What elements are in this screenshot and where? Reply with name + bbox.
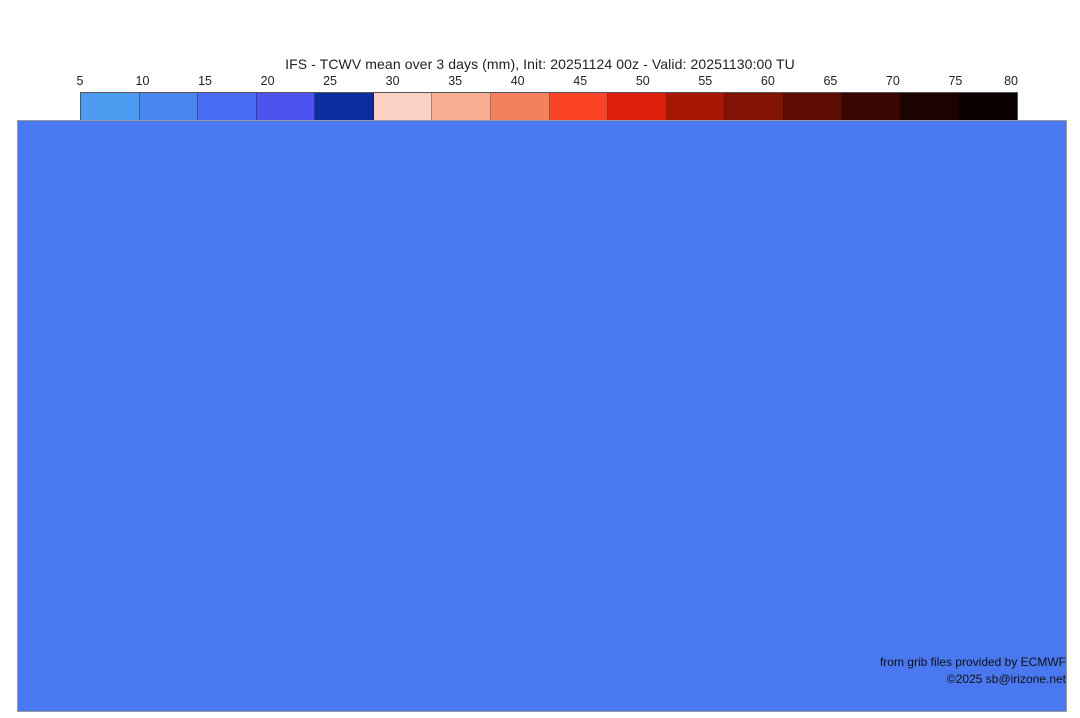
tick-label: 70 bbox=[886, 74, 900, 88]
map-layers bbox=[18, 121, 1066, 711]
weather-map-page: IFS - TCWV mean over 3 days (mm), Init: … bbox=[0, 0, 1080, 718]
tick-label: 20 bbox=[261, 74, 275, 88]
tick-label: 75 bbox=[948, 74, 962, 88]
tick-label: 15 bbox=[198, 74, 212, 88]
tick-label: 10 bbox=[136, 74, 150, 88]
tick-label: 30 bbox=[386, 74, 400, 88]
ocean-base-fill bbox=[18, 121, 1066, 711]
tick-label: 25 bbox=[323, 74, 337, 88]
tick-label: 5 bbox=[77, 74, 84, 88]
tick-label: 60 bbox=[761, 74, 775, 88]
attribution-line-1: from grib files provided by ECMWF bbox=[880, 654, 1066, 671]
tick-label: 65 bbox=[823, 74, 837, 88]
tick-label: 80 bbox=[1004, 74, 1018, 88]
map-plot-area[interactable] bbox=[17, 120, 1067, 712]
colorbar-ticks: 5 10 15 20 25 30 35 40 45 50 55 60 65 70… bbox=[80, 74, 1018, 90]
chart-title: IFS - TCWV mean over 3 days (mm), Init: … bbox=[0, 56, 1080, 72]
tick-label: 35 bbox=[448, 74, 462, 88]
attribution-line-2: ©2025 sb@irizone.net bbox=[880, 671, 1066, 688]
tick-label: 50 bbox=[636, 74, 650, 88]
attribution-block: from grib files provided by ECMWF ©2025 … bbox=[880, 654, 1066, 688]
tick-label: 40 bbox=[511, 74, 525, 88]
tick-label: 45 bbox=[573, 74, 587, 88]
tick-label: 55 bbox=[698, 74, 712, 88]
